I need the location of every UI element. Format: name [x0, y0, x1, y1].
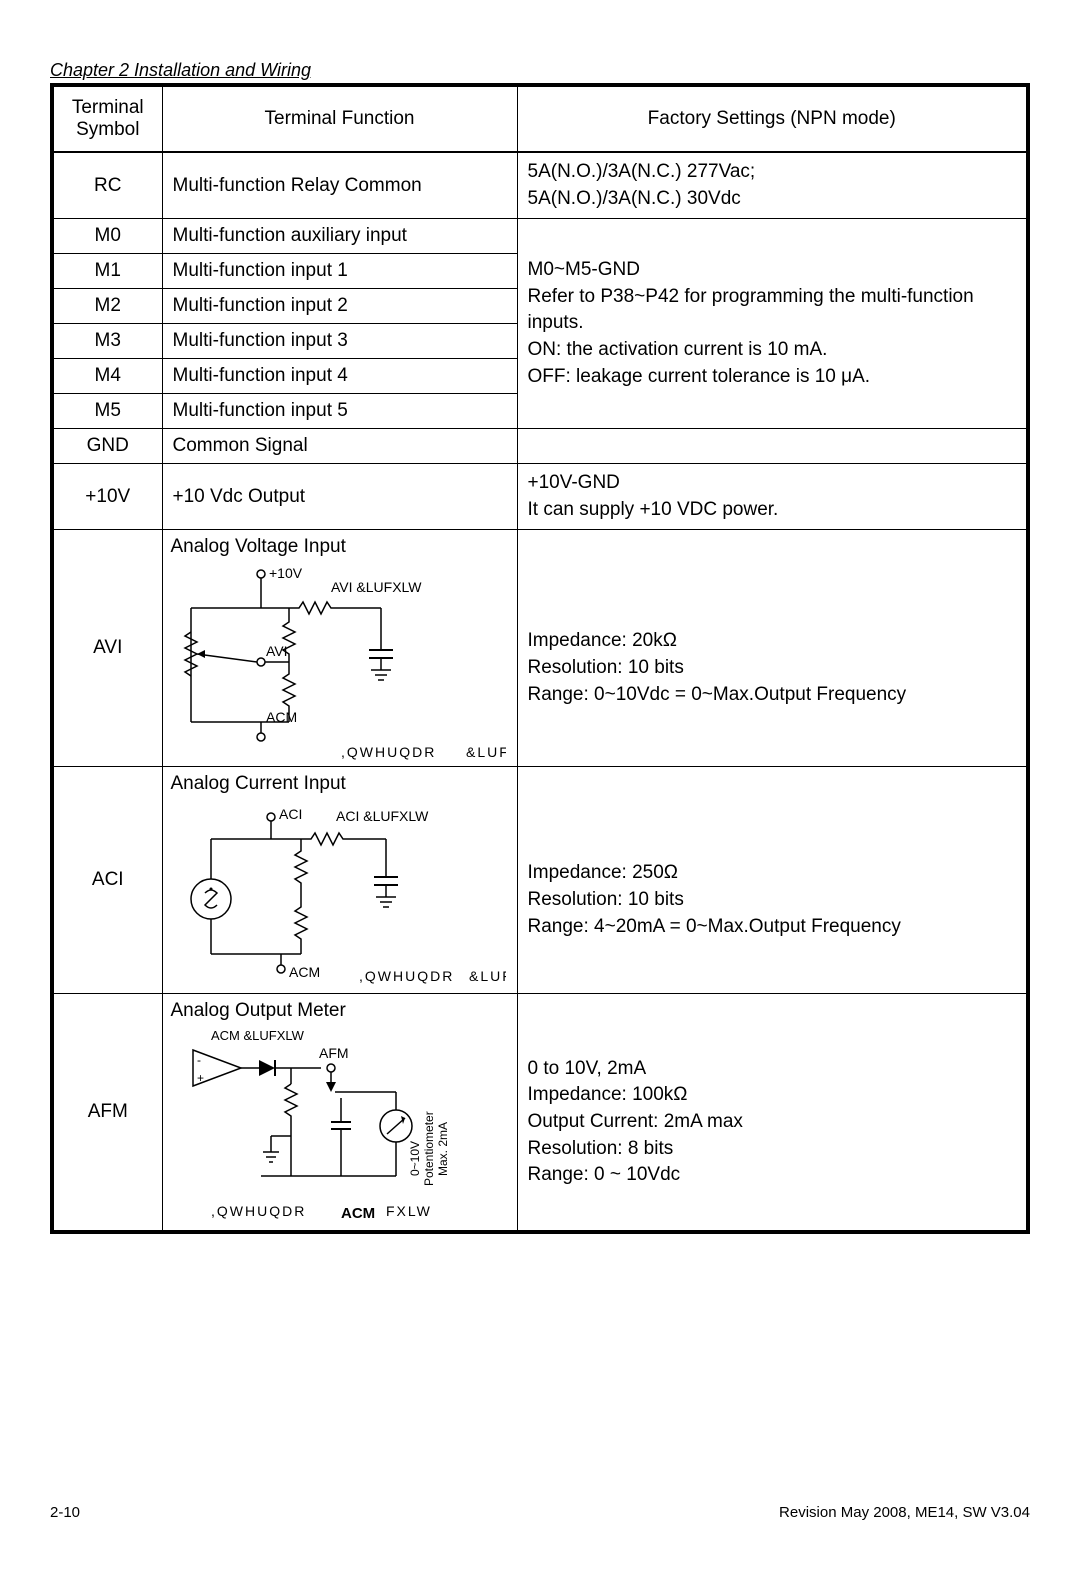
settings-line: Resolution: 10 bits	[528, 887, 1017, 914]
cell-symbol: M1	[52, 254, 162, 289]
label-internal: ,QWHUQDR	[211, 1203, 306, 1219]
label-circuit2: &LUFXLW	[469, 968, 506, 984]
cell-function: Multi-function input 4	[162, 359, 517, 394]
cell-symbol: +10V	[52, 464, 162, 530]
label-avi-circuit: AVI &LUFXLW	[331, 579, 422, 595]
diagram-title: Analog Output Meter	[171, 1000, 509, 1022]
cell-symbol: ACI	[52, 767, 162, 994]
aci-diagram: ACI ACI &LUFXLW	[171, 799, 509, 989]
label-circuit2: FXLW	[386, 1203, 432, 1219]
header-function: Terminal Function	[162, 85, 517, 152]
cell-settings	[517, 429, 1028, 464]
label-0-10v: 0~10V	[408, 1141, 422, 1176]
settings-line: 5A(N.O.)/3A(N.C.) 277Vac;	[528, 159, 1017, 186]
diagram-title: Analog Current Input	[171, 773, 509, 795]
cell-symbol: AFM	[52, 994, 162, 1233]
cell-settings: M0~M5-GND Refer to P38~P42 for programmi…	[517, 219, 1028, 429]
cell-settings: 5A(N.O.)/3A(N.C.) 277Vac; 5A(N.O.)/3A(N.…	[517, 152, 1028, 219]
settings-line: M0~M5-GND	[528, 257, 1017, 284]
footer-revision: Revision May 2008, ME14, SW V3.04	[779, 1504, 1030, 1521]
settings-line: Resolution: 8 bits	[528, 1136, 1017, 1163]
svg-text:+: +	[197, 1071, 204, 1085]
label-10v: +10V	[269, 565, 303, 581]
settings-line: It can supply +10 VDC power.	[528, 497, 1017, 524]
cell-function: Analog Output Meter ACM &LUFXLW - +	[162, 994, 517, 1233]
label-aci: ACI	[279, 806, 302, 822]
cell-symbol: M2	[52, 289, 162, 324]
svg-text:-: -	[197, 1053, 201, 1067]
avi-diagram: +10V AVI &LUFXLW AVI	[171, 562, 509, 762]
table-row: RC Multi-function Relay Common 5A(N.O.)/…	[52, 152, 1028, 219]
header-symbol: Terminal Symbol	[52, 85, 162, 152]
label-internal: ,QWHUQDR	[341, 744, 436, 760]
label-pot: Potentiometer	[422, 1112, 436, 1187]
terminal-table: Terminal Symbol Terminal Function Factor…	[50, 83, 1030, 1234]
settings-line: Range: 0~10Vdc = 0~Max.Output Frequency	[528, 682, 1017, 709]
settings-line: Impedance: 250Ω	[528, 860, 1017, 887]
cell-settings: Impedance: 20kΩ Resolution: 10 bits Rang…	[517, 530, 1028, 767]
label-acm: ACM	[266, 709, 297, 725]
label-avi: AVI	[266, 643, 288, 659]
label-max: Max. 2mA	[436, 1122, 450, 1176]
settings-line: Resolution: 10 bits	[528, 655, 1017, 682]
cell-settings: Impedance: 250Ω Resolution: 10 bits Rang…	[517, 767, 1028, 994]
cell-symbol: RC	[52, 152, 162, 219]
label-internal: ,QWHUQDR	[359, 968, 454, 984]
label-acm: ACM	[341, 1205, 375, 1222]
settings-line: +10V-GND	[528, 470, 1017, 497]
cell-settings: 0 to 10V, 2mA Impedance: 100kΩ Output Cu…	[517, 994, 1028, 1233]
settings-line: Output Current: 2mA max	[528, 1109, 1017, 1136]
table-row: AVI Analog Voltage Input +10V AVI &LUFXL…	[52, 530, 1028, 767]
cell-symbol: AVI	[52, 530, 162, 767]
table-row: +10V +10 Vdc Output +10V-GND It can supp…	[52, 464, 1028, 530]
cell-symbol: M4	[52, 359, 162, 394]
settings-line: OFF: leakage current tolerance is 10 μA.	[528, 364, 1017, 391]
label-circuit: ACM &LUFXLW	[211, 1028, 305, 1043]
settings-line: 0 to 10V, 2mA	[528, 1056, 1017, 1083]
table-row: M0 Multi-function auxiliary input M0~M5-…	[52, 219, 1028, 254]
header-settings: Factory Settings (NPN mode)	[517, 85, 1028, 152]
chapter-title: Chapter 2 Installation and Wiring	[50, 60, 1030, 81]
cell-function: Multi-function input 1	[162, 254, 517, 289]
cell-function: Multi-function input 3	[162, 324, 517, 359]
diagram-title: Analog Voltage Input	[171, 536, 509, 558]
cell-symbol: M0	[52, 219, 162, 254]
settings-line: Impedance: 20kΩ	[528, 628, 1017, 655]
table-header-row: Terminal Symbol Terminal Function Factor…	[52, 85, 1028, 152]
cell-function: Multi-function Relay Common	[162, 152, 517, 219]
cell-settings: +10V-GND It can supply +10 VDC power.	[517, 464, 1028, 530]
settings-line: Refer to P38~P42 for programming the mul…	[528, 284, 1017, 337]
afm-diagram: ACM &LUFXLW - + AFM	[171, 1026, 509, 1226]
table-row: GND Common Signal	[52, 429, 1028, 464]
cell-function: Analog Voltage Input +10V AVI &LUFXLW	[162, 530, 517, 767]
footer-page: 2-10	[50, 1504, 80, 1521]
table-row: ACI Analog Current Input ACI ACI &LUFXLW	[52, 767, 1028, 994]
cell-function: Common Signal	[162, 429, 517, 464]
cell-symbol: M3	[52, 324, 162, 359]
settings-line: Range: 0 ~ 10Vdc	[528, 1162, 1017, 1189]
label-acm: ACM	[289, 964, 320, 980]
cell-symbol: M5	[52, 394, 162, 429]
table-row: AFM Analog Output Meter ACM &LUFXLW - +	[52, 994, 1028, 1233]
cell-function: Multi-function auxiliary input	[162, 219, 517, 254]
settings-line: Impedance: 100kΩ	[528, 1082, 1017, 1109]
label-aci-circuit: ACI &LUFXLW	[336, 808, 429, 824]
cell-function: +10 Vdc Output	[162, 464, 517, 530]
settings-line: ON: the activation current is 10 mA.	[528, 337, 1017, 364]
page-footer: 2-10 Revision May 2008, ME14, SW V3.04	[50, 1504, 1030, 1521]
settings-line: 5A(N.O.)/3A(N.C.) 30Vdc	[528, 186, 1017, 213]
cell-function: Multi-function input 2	[162, 289, 517, 324]
settings-line: Range: 4~20mA = 0~Max.Output Frequency	[528, 914, 1017, 941]
cell-symbol: GND	[52, 429, 162, 464]
label-afm: AFM	[319, 1045, 349, 1061]
cell-function: Analog Current Input ACI ACI &LUFXLW	[162, 767, 517, 994]
cell-function: Multi-function input 5	[162, 394, 517, 429]
label-circuit2: &LUFXLW	[466, 744, 506, 760]
